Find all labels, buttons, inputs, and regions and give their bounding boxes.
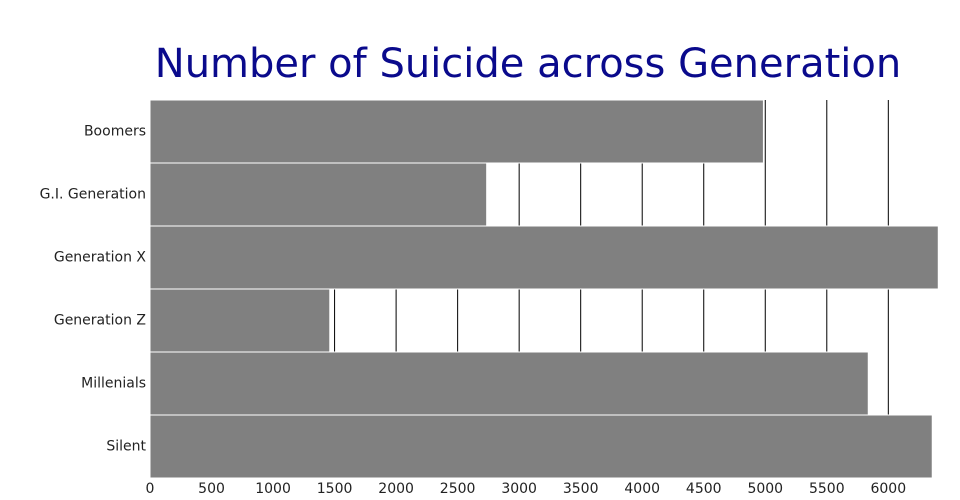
bar [149, 351, 869, 416]
y-tick-label: Generation X [54, 250, 147, 266]
x-tick-label: 2000 [378, 481, 414, 497]
y-tick-label: Generation Z [54, 313, 146, 329]
x-tick-label: 0 [146, 481, 155, 497]
bar [149, 162, 488, 227]
y-tick-label: Boomers [84, 124, 146, 140]
x-tick-label: 1500 [317, 481, 353, 497]
x-tick-label: 6000 [870, 481, 906, 497]
y-tick-label: G.I. Generation [40, 187, 146, 203]
y-tick-label: Silent [106, 439, 146, 455]
x-tick-label: 5500 [809, 481, 845, 497]
x-tick-label: 4500 [686, 481, 722, 497]
y-tick-label: Millenials [81, 376, 146, 392]
x-tick-label: 2500 [440, 481, 476, 497]
bar [149, 414, 933, 479]
x-tick-label: 3000 [501, 481, 537, 497]
bar [149, 288, 331, 353]
x-tick-label: 3500 [563, 481, 599, 497]
x-tick-label: 5000 [747, 481, 783, 497]
bar [149, 225, 939, 290]
chart-title: Number of Suicide across Generation [155, 41, 901, 87]
x-tick-label: 1000 [255, 481, 291, 497]
x-tick-label: 4000 [624, 481, 660, 497]
x-tick-label: 500 [198, 481, 225, 497]
bar [149, 99, 764, 164]
